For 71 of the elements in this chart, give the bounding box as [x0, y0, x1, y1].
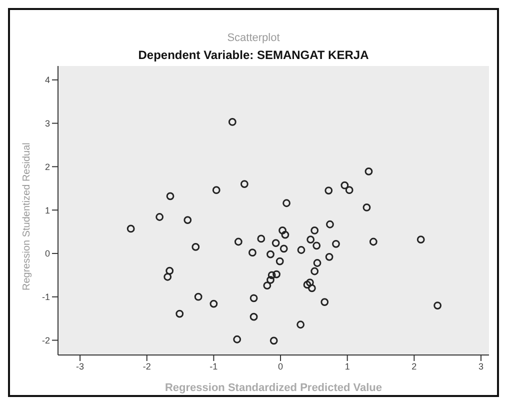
point — [184, 216, 192, 224]
point — [312, 242, 321, 250]
x-tick-label: 3 — [478, 361, 484, 372]
point — [210, 300, 218, 308]
point — [313, 259, 322, 267]
x-tick-label: 0 — [278, 361, 284, 372]
point — [278, 226, 286, 234]
point — [281, 230, 290, 239]
y-tick-label: 4 — [44, 75, 50, 86]
point — [434, 302, 442, 310]
point — [369, 238, 378, 246]
point — [282, 199, 290, 208]
point — [272, 270, 280, 278]
point — [270, 336, 278, 345]
point — [320, 298, 329, 306]
point — [234, 238, 242, 246]
point — [297, 246, 306, 254]
point — [326, 220, 334, 228]
point — [306, 236, 315, 244]
point — [212, 186, 220, 194]
point — [192, 243, 200, 251]
point — [250, 312, 258, 321]
point — [416, 236, 425, 244]
y-tick-label: -2 — [42, 335, 50, 346]
y-tick-label: -1 — [42, 292, 50, 302]
x-axis-title: Regression Standardized Predicted Value — [164, 382, 382, 394]
point — [233, 335, 242, 344]
point — [325, 252, 334, 261]
point — [340, 181, 349, 190]
point — [228, 118, 236, 126]
point — [345, 186, 354, 194]
point — [272, 239, 280, 247]
point — [263, 282, 272, 290]
point — [296, 320, 305, 329]
point — [324, 186, 333, 194]
point — [194, 292, 202, 301]
point — [306, 278, 314, 286]
point — [156, 213, 164, 221]
point — [362, 204, 371, 212]
point — [126, 224, 135, 233]
point — [268, 271, 276, 280]
point — [266, 276, 274, 284]
point — [276, 257, 284, 266]
y-tick-label: 1 — [44, 205, 50, 216]
point — [176, 310, 184, 318]
point — [332, 240, 340, 248]
point — [266, 250, 274, 258]
point — [240, 180, 248, 188]
chart-subtitle: Dependent Variable: SEMANGAT KERJA — [137, 48, 370, 62]
x-tick-label: 2 — [412, 361, 417, 372]
point — [250, 294, 258, 302]
point — [166, 192, 174, 200]
point — [364, 167, 373, 176]
chart-title: Scatterplot — [226, 32, 281, 44]
y-tick-label: 2 — [44, 162, 50, 172]
point — [166, 266, 174, 275]
point — [248, 248, 256, 257]
x-tick-label: -3 — [76, 361, 84, 372]
point — [280, 244, 288, 253]
x-tick-label: -2 — [142, 361, 151, 372]
point — [303, 280, 312, 289]
point — [257, 234, 266, 243]
point — [164, 272, 172, 281]
y-tick-label: 3 — [44, 118, 50, 128]
point — [310, 267, 319, 276]
y-axis-title: Regression Studentized Residual — [22, 142, 33, 290]
point — [308, 284, 316, 292]
y-tick-label: 0 — [44, 248, 50, 259]
x-tick-label: 1 — [344, 361, 350, 372]
x-tick-label: -1 — [210, 361, 218, 372]
point — [310, 226, 319, 234]
